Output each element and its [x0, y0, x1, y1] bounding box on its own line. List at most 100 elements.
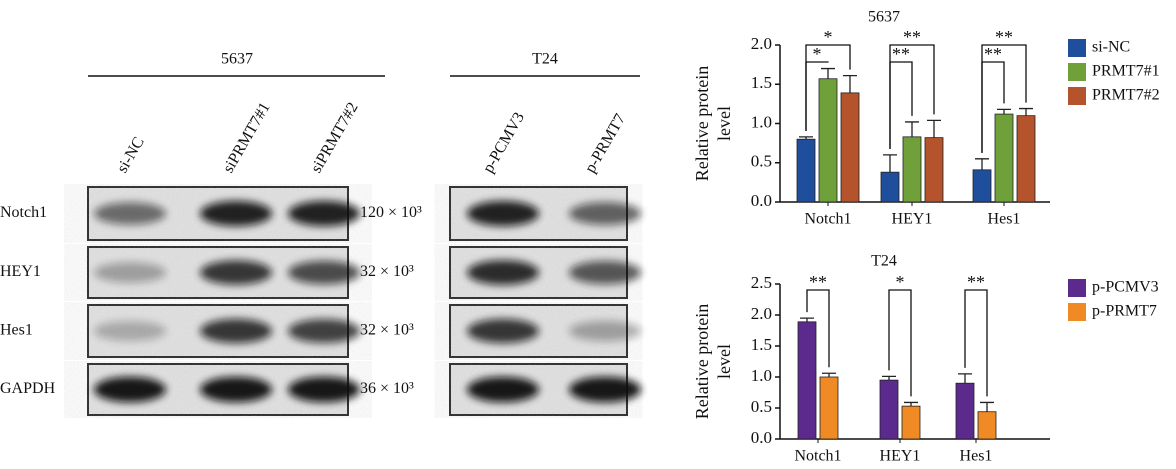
blot-band	[94, 262, 166, 283]
error-bar	[958, 373, 972, 384]
legend-swatch	[1068, 63, 1086, 81]
error-bar	[997, 108, 1011, 115]
bar	[879, 379, 899, 440]
y-tick-label: 2.0	[751, 304, 772, 323]
blot-band	[467, 318, 539, 344]
chart-title: T24	[871, 253, 897, 270]
blot-band	[288, 260, 360, 285]
error-bar	[1019, 107, 1033, 116]
bar	[977, 411, 997, 440]
y-tick-label: 1.5	[751, 73, 772, 92]
error-bar	[799, 136, 813, 140]
blot-band	[94, 376, 166, 403]
significance-bracket	[889, 61, 913, 149]
row-label: Notch1	[0, 204, 47, 221]
blot-band	[569, 376, 641, 403]
significance-label: *	[824, 27, 833, 47]
significance-label: **	[995, 27, 1013, 47]
group-title: 5637	[221, 51, 253, 68]
error-bar	[821, 67, 835, 79]
blot-band	[200, 260, 272, 285]
legend-label: p-PCMV3	[1092, 279, 1159, 296]
bar	[818, 78, 838, 203]
legend-label: PRMT7#1	[1092, 63, 1160, 80]
legend-swatch	[1068, 87, 1086, 105]
legend-swatch	[1068, 279, 1086, 297]
row-label: HEY1	[0, 263, 41, 280]
y-tick-label: 0.0	[751, 428, 772, 447]
mw-label: 36 × 10³	[360, 380, 414, 397]
significance-bracket	[805, 61, 829, 131]
lane-label: siPRMT7#2	[308, 100, 362, 176]
mw-label: 120 × 10³	[360, 204, 422, 221]
row-label: GAPDH	[0, 380, 56, 397]
bar	[796, 138, 816, 203]
bar	[880, 171, 900, 203]
y-axis-label-line: level	[714, 106, 734, 141]
y-axis-label: Relative protein level	[692, 304, 734, 419]
y-tick-label: 1.0	[751, 366, 772, 385]
error-bar	[975, 158, 989, 170]
blot-band	[569, 202, 641, 225]
significance-label: **	[984, 44, 1002, 64]
y-tick-label: 0.0	[751, 191, 772, 210]
significance-label: **	[903, 27, 921, 47]
bar	[902, 136, 922, 203]
blot-band	[569, 260, 641, 285]
error-bar	[800, 317, 814, 322]
error-bar	[883, 154, 897, 173]
bar	[1016, 115, 1036, 203]
blot-band	[200, 200, 272, 227]
legend-swatch	[1068, 303, 1086, 321]
x-tick-label: HEY1	[892, 211, 933, 228]
lane-label: p-PCMV3	[480, 110, 528, 176]
blot-band	[200, 318, 272, 344]
y-axis-label-line: Relative protein	[692, 304, 712, 419]
bar	[840, 92, 860, 203]
blot-band	[288, 376, 360, 403]
blot-band	[288, 319, 360, 343]
error-bar	[882, 375, 896, 381]
group-title: T24	[532, 51, 558, 68]
chart-title: 5637	[868, 9, 900, 26]
lane-label: p-PRMT7	[582, 111, 629, 176]
y-tick-label: 1.5	[751, 335, 772, 354]
y-tick-label: 2.5	[751, 273, 772, 292]
lane-label: siPRMT7#1	[220, 100, 274, 176]
blot-band	[94, 202, 166, 225]
legend-swatch	[1068, 39, 1086, 57]
significance-bracket	[981, 61, 1005, 153]
bar	[972, 169, 992, 203]
significance-bracket	[806, 289, 830, 368]
error-bar	[980, 401, 994, 412]
x-tick-label: Notch1	[804, 211, 851, 228]
error-bar	[927, 119, 941, 138]
error-bar	[843, 74, 857, 93]
lane-label: si-NC	[114, 134, 148, 176]
blot-band	[569, 320, 641, 342]
blot-band	[467, 200, 539, 227]
bar	[819, 376, 839, 440]
bar	[924, 137, 944, 203]
error-bar	[905, 121, 919, 137]
x-tick-label: HEY1	[880, 448, 921, 465]
y-tick-label: 1.0	[751, 112, 772, 131]
bar	[901, 405, 921, 440]
row-label: Hes1	[0, 322, 33, 339]
blot-band	[288, 200, 360, 227]
x-tick-label: Hes1	[960, 448, 993, 465]
mw-label: 32 × 10³	[360, 263, 414, 280]
significance-label: *	[896, 272, 905, 292]
significance-label: **	[809, 272, 827, 292]
y-axis-label-line: Relative protein	[692, 66, 712, 181]
y-axis-label-line: level	[714, 344, 734, 379]
bar	[994, 113, 1014, 203]
legend-label: PRMT7#2	[1092, 87, 1160, 104]
legend-label: si-NC	[1092, 39, 1130, 56]
bar	[955, 382, 975, 440]
x-tick-label: Hes1	[988, 211, 1021, 228]
significance-label: *	[813, 44, 822, 64]
mw-label: 32 × 10³	[360, 322, 414, 339]
blot-band	[200, 376, 272, 403]
